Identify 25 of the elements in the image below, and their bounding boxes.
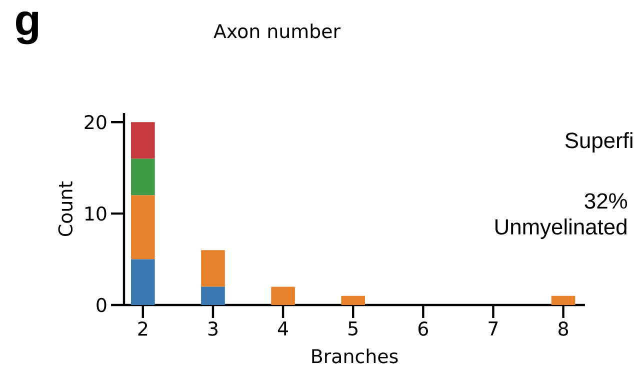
bar	[131, 158, 155, 196]
y-tick-label: 20	[84, 114, 106, 130]
y-axis-title: Count	[58, 181, 73, 236]
x-tick-label: 6	[418, 322, 428, 336]
bar	[131, 122, 155, 159]
bar	[131, 259, 155, 305]
y-tick-label: 0	[96, 298, 106, 312]
bar	[201, 286, 225, 305]
bar	[271, 286, 295, 305]
annotation: 32% Unmyelinated	[495, 193, 628, 239]
text: g	[16, 11, 38, 44]
x-tick-label: 5	[348, 322, 358, 336]
bar	[131, 195, 155, 260]
x-tick-label: 4	[278, 322, 288, 336]
x-axis-title: Branches	[312, 348, 398, 364]
x-tick-label: 2	[138, 322, 148, 336]
bar	[551, 296, 576, 305]
annotation: Superfi	[565, 132, 632, 153]
bar	[341, 296, 366, 305]
x-tick-label: 8	[558, 322, 568, 336]
bar	[201, 250, 225, 287]
x-tick-label: 7	[488, 322, 498, 336]
text: Axon number	[214, 24, 341, 38]
y-tick-label: 10	[85, 206, 106, 221]
x-tick-label: 3	[208, 322, 218, 336]
